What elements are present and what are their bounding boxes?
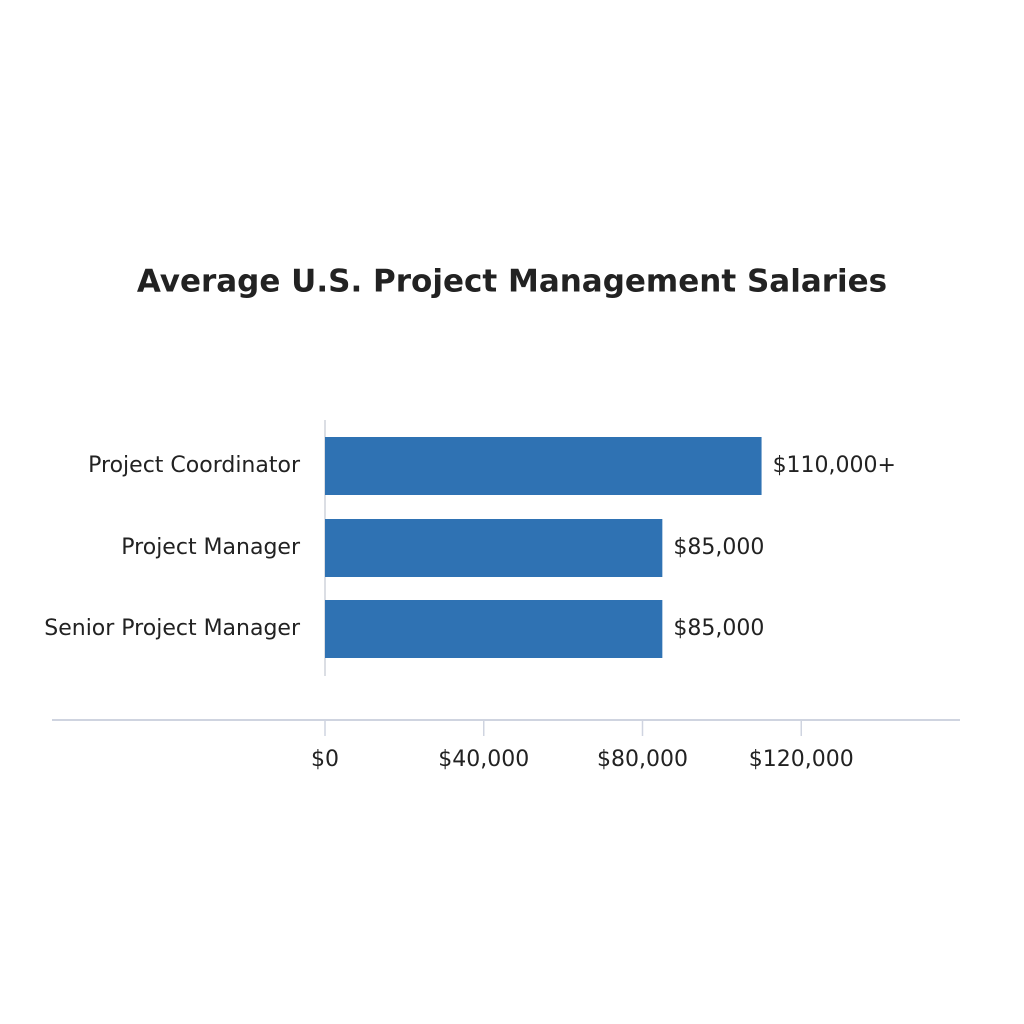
data-label: $110,000+ — [773, 453, 896, 478]
y-tick-label: Project Manager — [121, 535, 301, 560]
bar — [325, 519, 663, 577]
chart-title: Average U.S. Project Management Salaries — [137, 264, 887, 300]
bar — [325, 600, 663, 658]
y-tick-label: Project Coordinator — [88, 453, 301, 478]
y-tick-label: Senior Project Manager — [44, 616, 301, 641]
bar — [325, 437, 762, 495]
x-tick-label: $80,000 — [597, 747, 688, 772]
data-label: $85,000 — [673, 535, 764, 560]
data-label: $85,000 — [673, 616, 764, 641]
x-tick-label: $120,000 — [749, 747, 854, 772]
x-tick-label: $0 — [311, 747, 339, 772]
x-tick-label: $40,000 — [438, 747, 529, 772]
